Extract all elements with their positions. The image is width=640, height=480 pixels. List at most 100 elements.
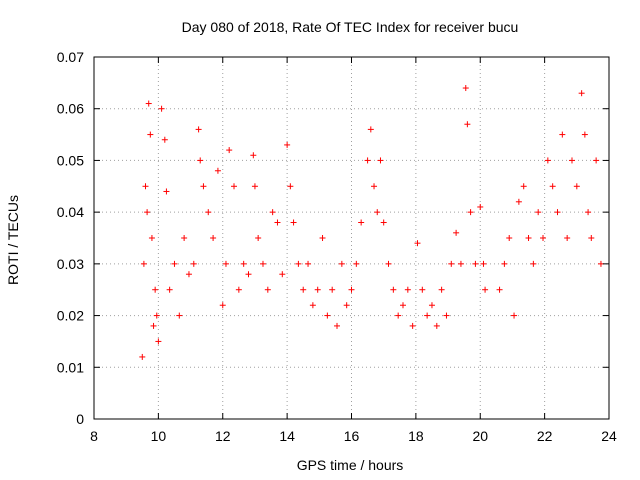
- y-tick-label: 0.06: [57, 101, 84, 117]
- data-point: [472, 260, 479, 267]
- data-point: [568, 157, 575, 164]
- data-point: [163, 188, 170, 195]
- x-tick-label: 24: [601, 428, 617, 444]
- data-point: [250, 152, 257, 159]
- x-axis-label: GPS time / hours: [297, 457, 404, 473]
- data-point: [477, 203, 484, 210]
- data-point: [377, 157, 384, 164]
- y-axis-label: ROTI / TECUs: [5, 195, 21, 285]
- data-point: [290, 219, 297, 226]
- data-point: [148, 235, 155, 241]
- data-point: [588, 235, 595, 241]
- y-tick-label: 0.07: [57, 49, 84, 65]
- data-point: [197, 157, 204, 164]
- data-point: [185, 271, 192, 278]
- data-point: [205, 209, 212, 216]
- data-point: [329, 286, 336, 293]
- data-point: [235, 286, 242, 293]
- data-point: [464, 121, 471, 128]
- data-point: [319, 235, 326, 241]
- data-point: [367, 126, 374, 133]
- data-point: [226, 147, 233, 154]
- data-point: [140, 260, 147, 267]
- data-point: [166, 286, 173, 293]
- data-point: [540, 235, 547, 241]
- data-point: [549, 183, 556, 190]
- y-tick-label: 0.04: [57, 204, 84, 220]
- data-point: [195, 126, 202, 133]
- data-point: [404, 286, 411, 293]
- data-point: [147, 131, 154, 138]
- x-tick-label: 12: [215, 428, 231, 444]
- data-point: [395, 312, 402, 319]
- data-point: [585, 209, 592, 216]
- data-point: [506, 235, 513, 241]
- data-point: [482, 286, 489, 293]
- data-point: [559, 131, 566, 138]
- data-point: [348, 286, 355, 293]
- data-point: [419, 286, 426, 293]
- data-point: [152, 286, 159, 293]
- data-point: [251, 183, 258, 190]
- data-point: [525, 235, 532, 241]
- data-point: [453, 229, 460, 236]
- data-point: [530, 260, 537, 267]
- data-point: [371, 183, 378, 190]
- data-point: [338, 260, 345, 267]
- data-point: [428, 302, 435, 309]
- data-point: [176, 312, 183, 319]
- data-point: [231, 183, 238, 190]
- data-point: [501, 260, 508, 267]
- data-point: [443, 312, 450, 319]
- data-point: [305, 260, 312, 267]
- data-point: [324, 312, 331, 319]
- data-point: [287, 183, 294, 190]
- data-point: [259, 260, 266, 267]
- data-point: [245, 271, 252, 278]
- data-point: [214, 167, 221, 174]
- data-point: [581, 131, 588, 138]
- data-point: [400, 302, 406, 309]
- data-point: [353, 260, 360, 267]
- data-point: [457, 260, 464, 267]
- data-point: [448, 260, 455, 267]
- data-point: [390, 286, 397, 293]
- data-point: [515, 198, 522, 205]
- x-tick-label: 8: [90, 428, 98, 444]
- data-point: [544, 157, 551, 164]
- data-point: [364, 157, 371, 164]
- data-point: [222, 260, 229, 267]
- data-point: [578, 90, 585, 97]
- data-point: [155, 338, 162, 345]
- data-point: [462, 85, 469, 92]
- data-point: [496, 286, 503, 293]
- data-point: [144, 209, 151, 216]
- data-point: [424, 312, 431, 319]
- data-point: [264, 286, 271, 293]
- data-point: [535, 209, 542, 216]
- y-tick-label: 0.03: [57, 256, 84, 272]
- data-point: [300, 286, 307, 293]
- axis-ticks: 8 10 12 14 16 18 20 22 24 0 0.01 0.02 0.03 0.04 0.05 0.…: [57, 49, 617, 444]
- x-tick-label: 18: [408, 428, 424, 444]
- data-point: [142, 183, 149, 190]
- data-point: [520, 183, 527, 190]
- data-point: [210, 235, 217, 241]
- chart-title: Day 080 of 2018, Rate Of TEC Index for r…: [182, 19, 519, 35]
- data-point: [279, 271, 286, 278]
- data-point: [409, 322, 416, 329]
- y-tick-label: 0: [76, 411, 84, 427]
- data-point: [295, 260, 302, 267]
- grid-lines: [94, 57, 609, 419]
- y-tick-label: 0.02: [57, 308, 84, 324]
- data-point: [334, 322, 341, 329]
- data-point: [438, 286, 445, 293]
- data-point: [374, 209, 381, 216]
- data-point: [284, 141, 291, 148]
- data-point: [593, 157, 600, 164]
- data-point: [597, 260, 604, 267]
- data-point: [158, 105, 165, 112]
- data-point: [414, 240, 421, 247]
- data-point: [433, 322, 440, 329]
- data-point: [161, 136, 168, 143]
